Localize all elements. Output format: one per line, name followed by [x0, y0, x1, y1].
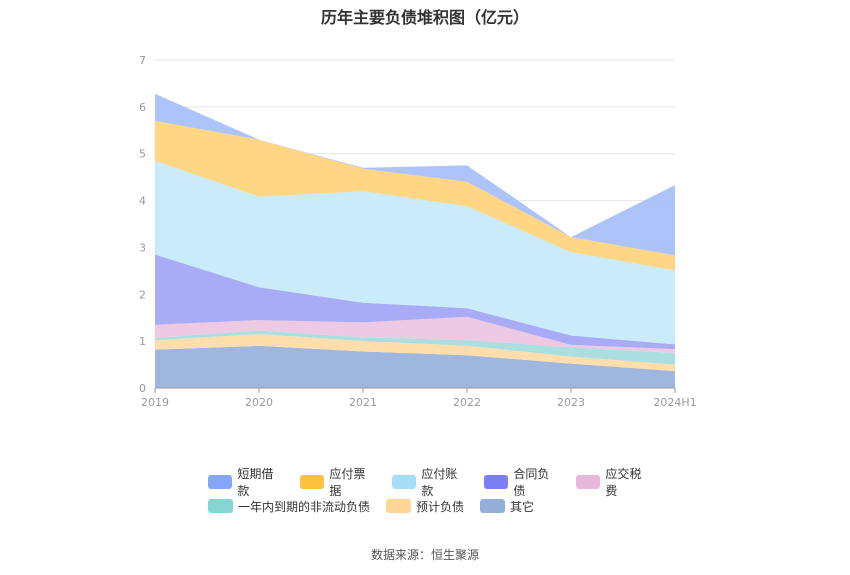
- y-tick-label: 3: [139, 241, 146, 254]
- legend-row: 一年内到期的非流动负债 预计负债 其它: [208, 494, 668, 518]
- legend-swatch: [484, 475, 509, 489]
- legend-swatch: [386, 499, 412, 513]
- legend-swatch: [392, 475, 417, 489]
- legend-item[interactable]: 合同负债: [484, 465, 560, 499]
- legend-item[interactable]: 预计负债: [386, 498, 464, 515]
- legend-item[interactable]: 应交税费: [576, 465, 652, 499]
- area-其它: [155, 345, 675, 388]
- y-tick-label: 1: [139, 335, 146, 348]
- legend-row: 短期借款 应付票据 应付账款 合同负债 应交税费: [208, 467, 668, 498]
- legend-swatch: [480, 499, 506, 513]
- legend-item[interactable]: 应付票据: [300, 465, 376, 499]
- legend-label: 应付账款: [421, 467, 458, 498]
- y-tick-label: 6: [139, 101, 146, 114]
- area-应交税费: [155, 316, 675, 353]
- legend-label: 应交税费: [605, 467, 642, 498]
- legend-label: 应付票据: [329, 467, 366, 498]
- y-tick-label: 5: [139, 148, 146, 161]
- x-tick-label: 2020: [245, 396, 273, 409]
- legend-label: 短期借款: [237, 467, 274, 498]
- area-chart: 0 1 2 3 4 5 6 7 2019 2020 2021 2022 2023 2024H1: [139, 54, 697, 409]
- legend-swatch: [576, 475, 601, 489]
- area-一年内到期的非流动负债: [155, 330, 675, 365]
- legend-item[interactable]: 短期借款: [208, 465, 284, 499]
- x-tick-label: 2021: [349, 396, 377, 409]
- legend-label: 预计负债: [416, 499, 465, 514]
- y-tick-label: 4: [139, 195, 146, 208]
- legend-item[interactable]: 应付账款: [392, 465, 468, 499]
- area-应付账款: [155, 160, 675, 345]
- y-tick-label: 0: [139, 382, 146, 395]
- x-tick-label: 2024H1: [653, 396, 696, 409]
- area-预计负债: [155, 334, 675, 372]
- area-短期借款: [155, 93, 675, 256]
- legend-swatch: [208, 475, 233, 489]
- legend-swatch: [208, 499, 233, 513]
- y-tick-label: 2: [139, 288, 146, 301]
- data-source: 数据来源：恒生聚源: [370, 548, 479, 562]
- legend-item[interactable]: 一年内到期的非流动负债: [208, 498, 370, 515]
- legend-label: 合同负债: [513, 467, 550, 498]
- x-tick-label: 2019: [141, 396, 169, 409]
- legend-label: 一年内到期的非流动负债: [238, 499, 371, 514]
- area-应付票据: [155, 120, 675, 271]
- area-合同负债: [155, 254, 675, 350]
- y-tick-label: 7: [139, 54, 146, 67]
- x-tick-label: 2022: [453, 396, 481, 409]
- chart-title: 历年主要负债堆积图（亿元）: [320, 8, 529, 27]
- legend-item[interactable]: 其它: [480, 498, 534, 515]
- legend-label: 其它: [510, 499, 535, 514]
- chart-legend: 短期借款 应付票据 应付账款 合同负债 应交税费一年内到期的非流动负债 预计负债 其它: [208, 467, 668, 518]
- legend-swatch: [300, 475, 325, 489]
- x-tick-label: 2023: [557, 396, 585, 409]
